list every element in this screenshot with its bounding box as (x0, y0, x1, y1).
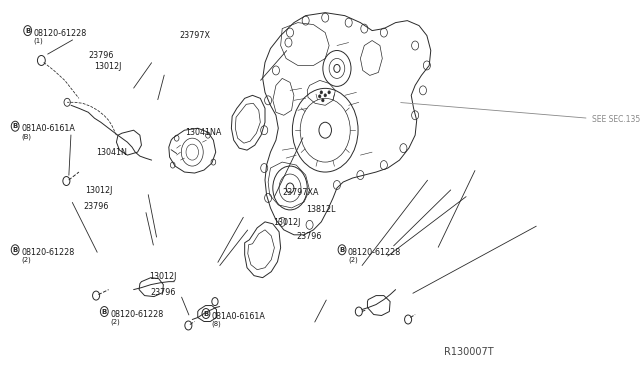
Text: (8): (8) (212, 321, 221, 327)
Text: 13012J: 13012J (85, 186, 113, 195)
Text: R130007T: R130007T (444, 347, 493, 357)
Text: (B): (B) (21, 133, 31, 140)
Text: B: B (13, 123, 18, 129)
Text: 23797XA: 23797XA (282, 188, 319, 197)
Text: (2): (2) (21, 257, 31, 263)
Text: 13012J: 13012J (273, 218, 300, 227)
Text: 08120-61228: 08120-61228 (21, 248, 74, 257)
Text: 13041N: 13041N (96, 148, 127, 157)
Text: B: B (204, 311, 209, 317)
Circle shape (319, 95, 321, 98)
Text: 23796: 23796 (84, 202, 109, 211)
Text: 081A0-6161A: 081A0-6161A (21, 124, 75, 133)
Text: 23797X: 23797X (179, 31, 210, 39)
Text: 08120-61228: 08120-61228 (110, 310, 163, 318)
Text: 13012J: 13012J (149, 272, 177, 281)
Text: 13041NA: 13041NA (185, 128, 221, 137)
Text: 08120-61228: 08120-61228 (348, 248, 401, 257)
Text: 23796: 23796 (296, 232, 322, 241)
Circle shape (328, 91, 330, 94)
Text: (2): (2) (348, 257, 358, 263)
Text: 08120-61228: 08120-61228 (33, 29, 87, 38)
Text: B: B (13, 247, 18, 253)
Text: 23796: 23796 (88, 51, 114, 60)
Text: B: B (25, 28, 30, 33)
Text: (2): (2) (110, 318, 120, 325)
Text: 13812L: 13812L (306, 205, 335, 214)
Text: 23796: 23796 (151, 288, 176, 296)
Text: SEE SEC.135: SEE SEC.135 (592, 115, 640, 124)
Text: (1): (1) (33, 38, 44, 44)
Text: 081A0-6161A: 081A0-6161A (212, 311, 266, 321)
Text: B: B (339, 247, 345, 253)
Circle shape (320, 91, 323, 94)
Text: B: B (102, 308, 107, 315)
Circle shape (324, 94, 326, 97)
Circle shape (322, 99, 324, 102)
Text: 13012J: 13012J (95, 62, 122, 71)
